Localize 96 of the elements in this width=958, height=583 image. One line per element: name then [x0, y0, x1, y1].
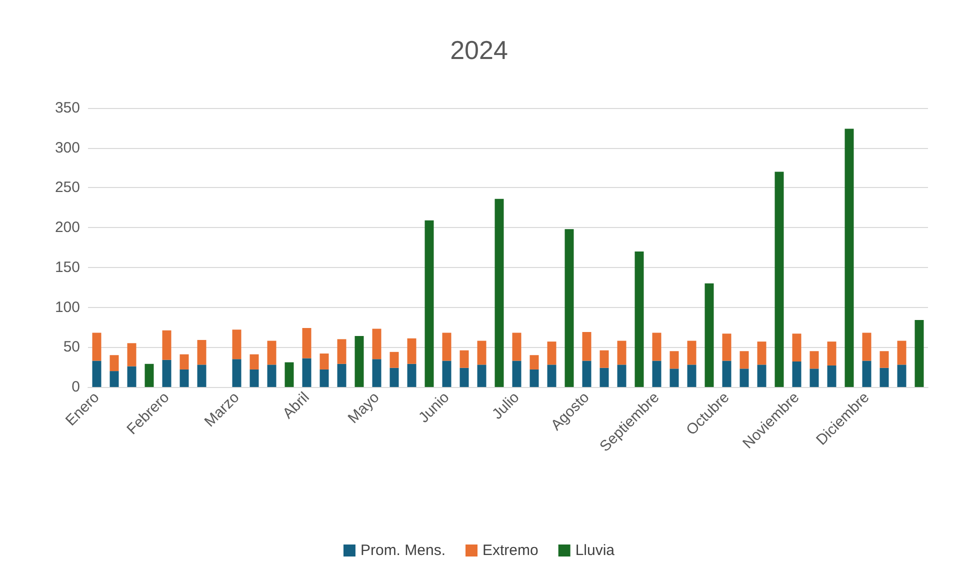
bar: [704, 283, 714, 387]
bar: [442, 360, 452, 387]
bar: [897, 340, 906, 365]
bar: [844, 128, 854, 387]
bar: [232, 330, 242, 360]
bar: [670, 351, 679, 369]
bar: [372, 328, 382, 360]
bar: [494, 198, 504, 387]
bar: [92, 332, 102, 361]
bar: [162, 330, 172, 360]
bar: [477, 364, 486, 387]
bar: [354, 336, 364, 387]
chart-title: 2024: [450, 35, 508, 65]
bar: [880, 351, 889, 368]
bar: [687, 364, 696, 387]
bar: [722, 360, 732, 387]
bar: [687, 340, 696, 365]
bar: [110, 371, 119, 387]
bar: [897, 364, 906, 387]
bar: [390, 352, 399, 368]
bar: [512, 332, 522, 361]
bar: [722, 334, 732, 361]
bar: [460, 368, 469, 387]
bar: [862, 332, 872, 361]
y-tick-label: 50: [63, 338, 80, 356]
bar: [92, 360, 102, 387]
bar: [110, 355, 119, 372]
bar: [127, 343, 136, 366]
y-tick-label: 0: [72, 378, 80, 396]
bar: [757, 342, 766, 365]
bar: [670, 368, 679, 387]
bar: [180, 354, 189, 370]
bar: [792, 334, 802, 362]
bar: [862, 360, 872, 387]
bar: [337, 339, 346, 364]
bar: [180, 369, 189, 387]
bar: [267, 364, 276, 387]
bar: [302, 358, 312, 387]
bar: [600, 350, 609, 368]
y-tick-label: 250: [54, 179, 80, 196]
bar: [914, 320, 924, 387]
bar: [530, 369, 539, 387]
bar: [652, 332, 662, 361]
bar: [582, 332, 592, 361]
y-tick-label: 350: [54, 100, 80, 116]
bar: [512, 360, 522, 387]
bar: [302, 328, 312, 358]
bar: [740, 351, 749, 369]
bar: [652, 360, 662, 387]
bar: [197, 340, 206, 365]
bar: [320, 354, 329, 370]
bar: [564, 229, 574, 387]
y-tick-label: 150: [54, 258, 80, 276]
bar: [634, 251, 644, 387]
bar: [390, 368, 399, 387]
bar: [407, 338, 416, 364]
bar: [197, 364, 206, 387]
legend-label: Prom. Mens.: [360, 542, 446, 559]
bar: [582, 360, 592, 387]
y-tick-label: 100: [54, 298, 80, 316]
bar: [407, 364, 416, 387]
bar: [740, 368, 749, 387]
bar: [477, 340, 486, 365]
bar: [232, 359, 242, 387]
bar: [827, 365, 836, 387]
y-tick-label: 200: [54, 219, 80, 236]
bar: [774, 172, 784, 387]
bar: [617, 340, 626, 365]
bar: [144, 364, 154, 387]
bar: [530, 355, 539, 370]
y-tick-label: 300: [54, 139, 80, 156]
bar: [600, 368, 609, 387]
bar: [162, 360, 172, 387]
bar: [337, 364, 346, 387]
bar: [320, 369, 329, 387]
bar: [250, 354, 259, 370]
bar: [442, 332, 452, 361]
bar: [284, 362, 294, 387]
bar: [372, 359, 382, 387]
bar: [880, 368, 889, 387]
bar: [810, 351, 819, 369]
bar: [547, 364, 556, 387]
legend-label: Extremo: [482, 542, 538, 559]
bar: [267, 340, 276, 365]
bar: [460, 350, 469, 368]
bar: [827, 342, 836, 366]
bar: [424, 220, 434, 387]
bar: [757, 364, 766, 387]
bar: [617, 364, 626, 387]
bar: [250, 369, 259, 387]
bar: [810, 368, 819, 387]
bar: [127, 366, 136, 387]
bar: [547, 342, 556, 365]
bar: [792, 361, 802, 387]
legend-label: Lluvia: [575, 542, 616, 559]
x-tick-label: Julio: [488, 388, 523, 423]
